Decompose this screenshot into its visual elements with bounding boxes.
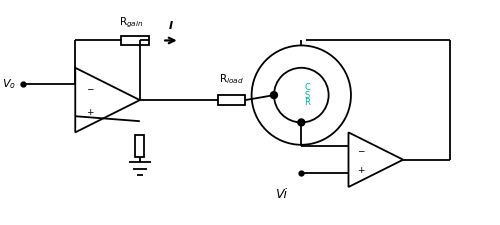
Text: Vi: Vi	[276, 188, 287, 201]
Text: C: C	[304, 83, 310, 92]
Text: R$_{load}$: R$_{load}$	[220, 72, 244, 86]
Text: $-$: $-$	[86, 83, 95, 92]
Text: R: R	[304, 98, 310, 107]
Text: V$_o$: V$_o$	[2, 77, 16, 91]
Text: S: S	[304, 91, 310, 100]
Text: $+$: $+$	[358, 165, 366, 175]
Text: $+$: $+$	[86, 107, 95, 117]
Circle shape	[270, 92, 278, 99]
Bar	[136, 135, 144, 157]
Text: I: I	[169, 20, 173, 31]
Circle shape	[298, 119, 305, 126]
Text: R$_{gain}$: R$_{gain}$	[118, 15, 143, 29]
Bar	[121, 36, 148, 45]
Text: $-$: $-$	[358, 145, 366, 154]
Bar	[218, 95, 246, 105]
